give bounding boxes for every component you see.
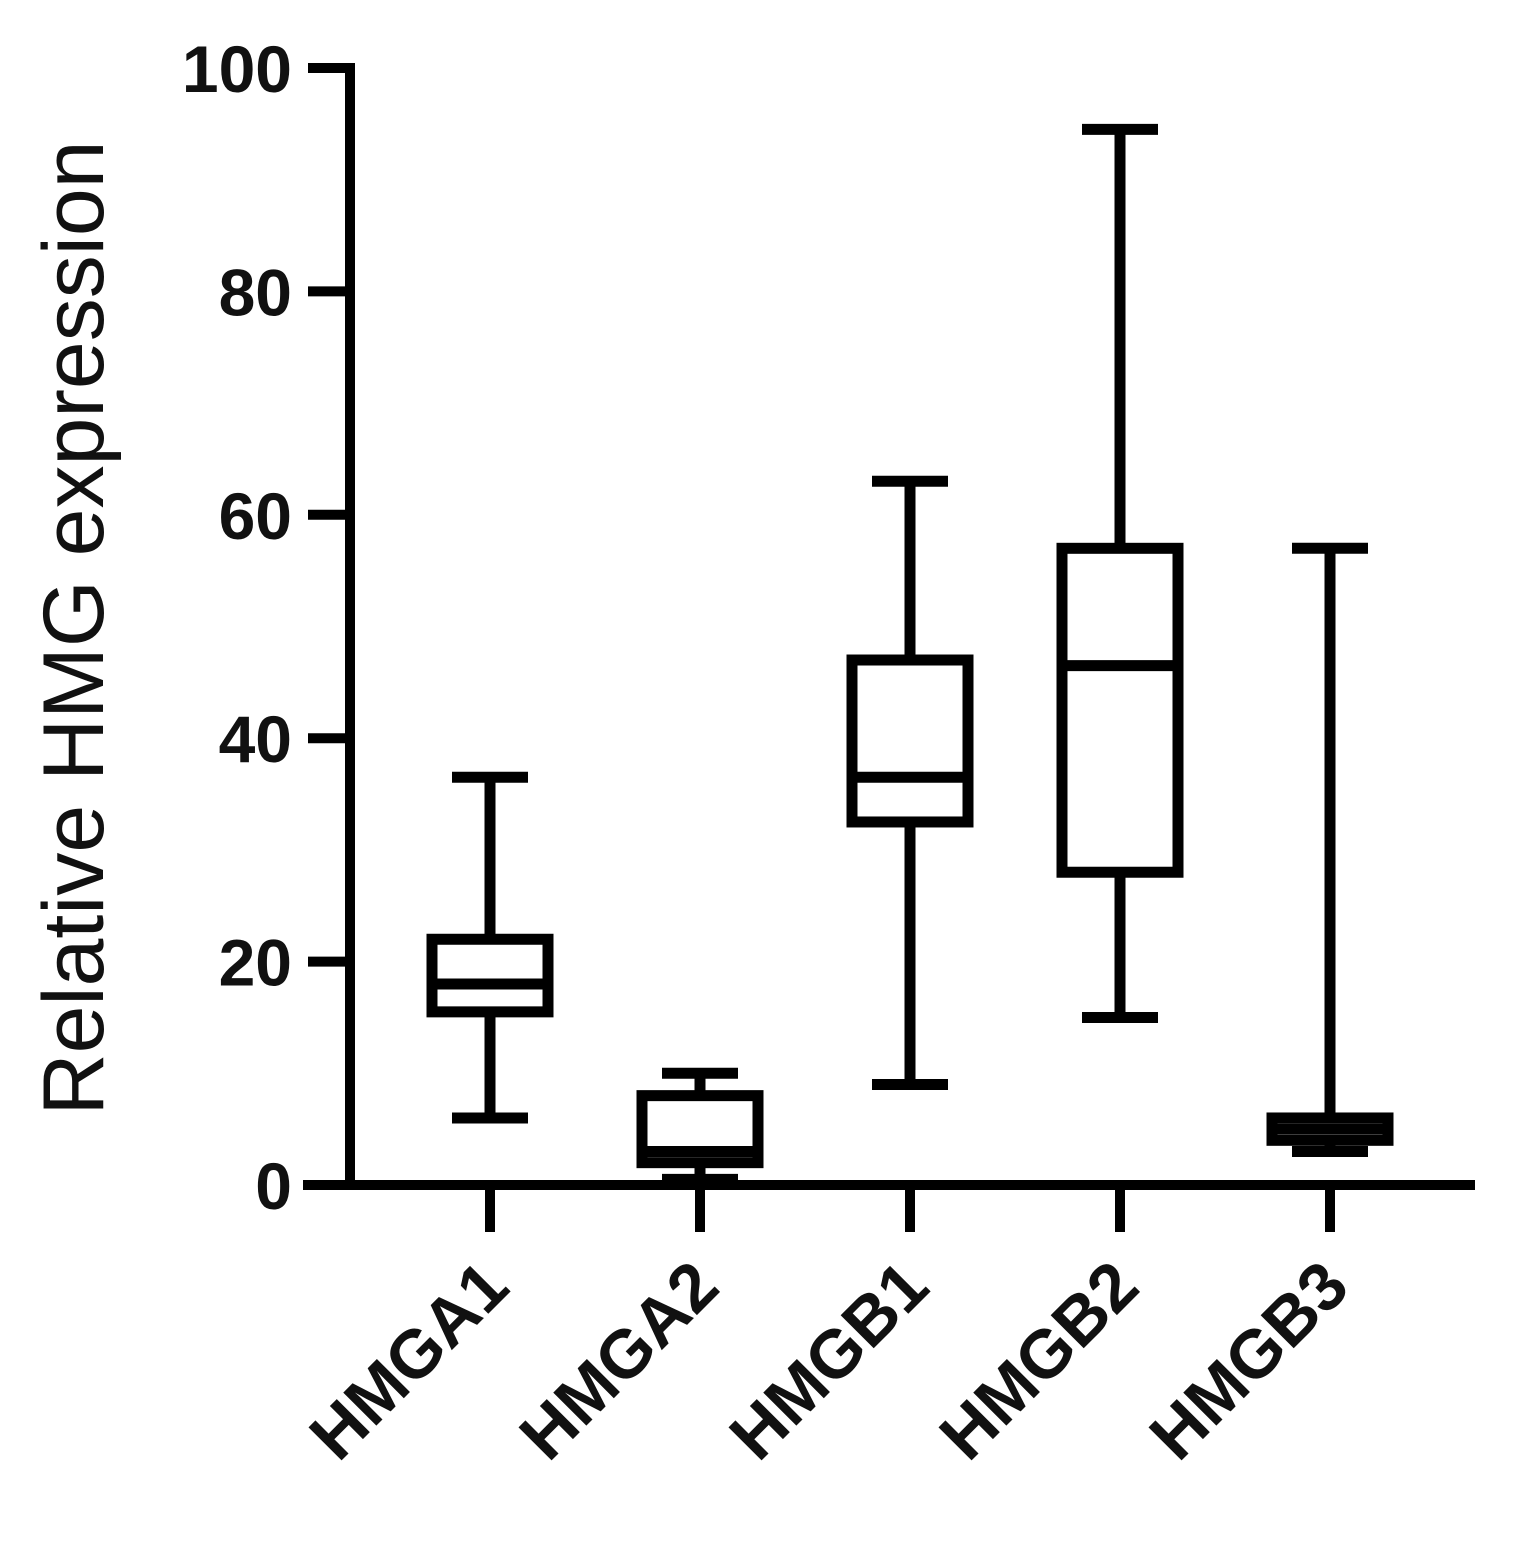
y-tick-label: 0	[255, 1149, 292, 1223]
y-ticks: 0 20 40 60 80 100	[182, 32, 350, 1223]
iqr-box	[846, 654, 974, 828]
box-hmgb2	[1056, 123, 1184, 1023]
x-tick-label: HMGA1	[295, 1247, 522, 1474]
box-hmga1	[426, 771, 554, 1124]
x-tick-label: HMGB2	[925, 1247, 1152, 1474]
boxes	[426, 123, 1394, 1185]
y-tick-label: 20	[219, 926, 292, 1000]
box-hmgb1	[846, 475, 974, 1090]
iqr-box	[1056, 542, 1184, 878]
box-hmgb3	[1266, 542, 1394, 1157]
y-tick-label: 100	[182, 32, 292, 106]
y-tick-label: 40	[219, 702, 292, 776]
y-tick-label: 60	[219, 479, 292, 553]
y-axis-title: Relative HMG expression	[26, 140, 122, 1115]
iqr-box	[426, 933, 554, 1018]
x-ticks	[485, 1185, 1335, 1232]
box-hmga2	[636, 1067, 764, 1185]
x-tick-label: HMGA2	[505, 1247, 732, 1474]
axes	[303, 63, 1475, 1190]
x-tick-label: HMGB3	[1135, 1247, 1362, 1474]
y-tick-label: 80	[219, 255, 292, 329]
x-tick-label: HMGB1	[715, 1247, 942, 1474]
